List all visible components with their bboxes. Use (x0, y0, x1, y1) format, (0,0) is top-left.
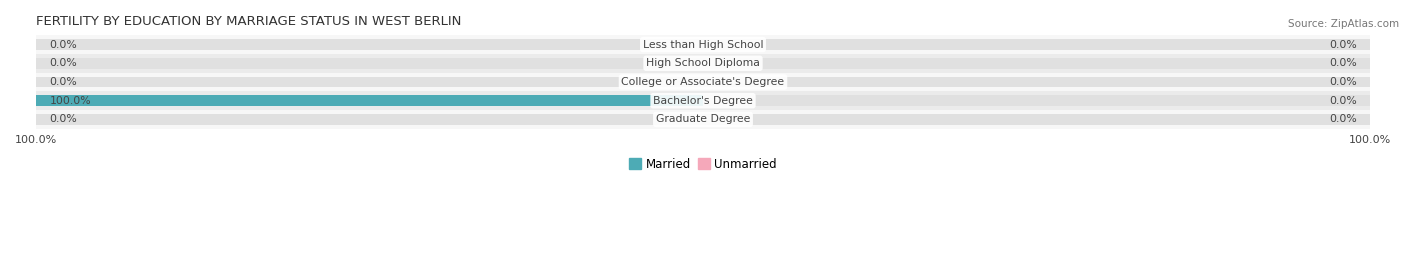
Text: 0.0%: 0.0% (49, 40, 77, 49)
Text: 0.0%: 0.0% (49, 58, 77, 68)
Bar (37, 73, 1369, 91)
Text: High School Diploma: High School Diploma (647, 58, 759, 68)
Text: 0.0%: 0.0% (1329, 96, 1357, 106)
Bar (37, 114, 1369, 125)
Text: College or Associate's Degree: College or Associate's Degree (621, 77, 785, 87)
Text: 0.0%: 0.0% (1329, 58, 1357, 68)
Bar (37, 110, 1369, 129)
Text: Bachelor's Degree: Bachelor's Degree (652, 96, 754, 106)
Legend: Married, Unmarried: Married, Unmarried (624, 153, 782, 175)
Text: Source: ZipAtlas.com: Source: ZipAtlas.com (1288, 19, 1399, 29)
Text: Graduate Degree: Graduate Degree (655, 114, 751, 125)
Text: 0.0%: 0.0% (49, 114, 77, 125)
Text: 0.0%: 0.0% (1329, 114, 1357, 125)
Text: 0.0%: 0.0% (1329, 40, 1357, 49)
Bar (37, 39, 1369, 50)
Bar (37, 58, 1369, 69)
Bar (37, 77, 1369, 87)
Text: 0.0%: 0.0% (1329, 77, 1357, 87)
Text: 0.0%: 0.0% (49, 77, 77, 87)
Bar (37, 35, 1369, 54)
Text: Less than High School: Less than High School (643, 40, 763, 49)
Bar (37, 91, 1369, 110)
Bar (37, 54, 1369, 73)
Bar (37, 95, 1369, 106)
Text: 100.0%: 100.0% (49, 96, 91, 106)
Bar (37, 95, 703, 106)
Text: FERTILITY BY EDUCATION BY MARRIAGE STATUS IN WEST BERLIN: FERTILITY BY EDUCATION BY MARRIAGE STATU… (37, 15, 461, 28)
